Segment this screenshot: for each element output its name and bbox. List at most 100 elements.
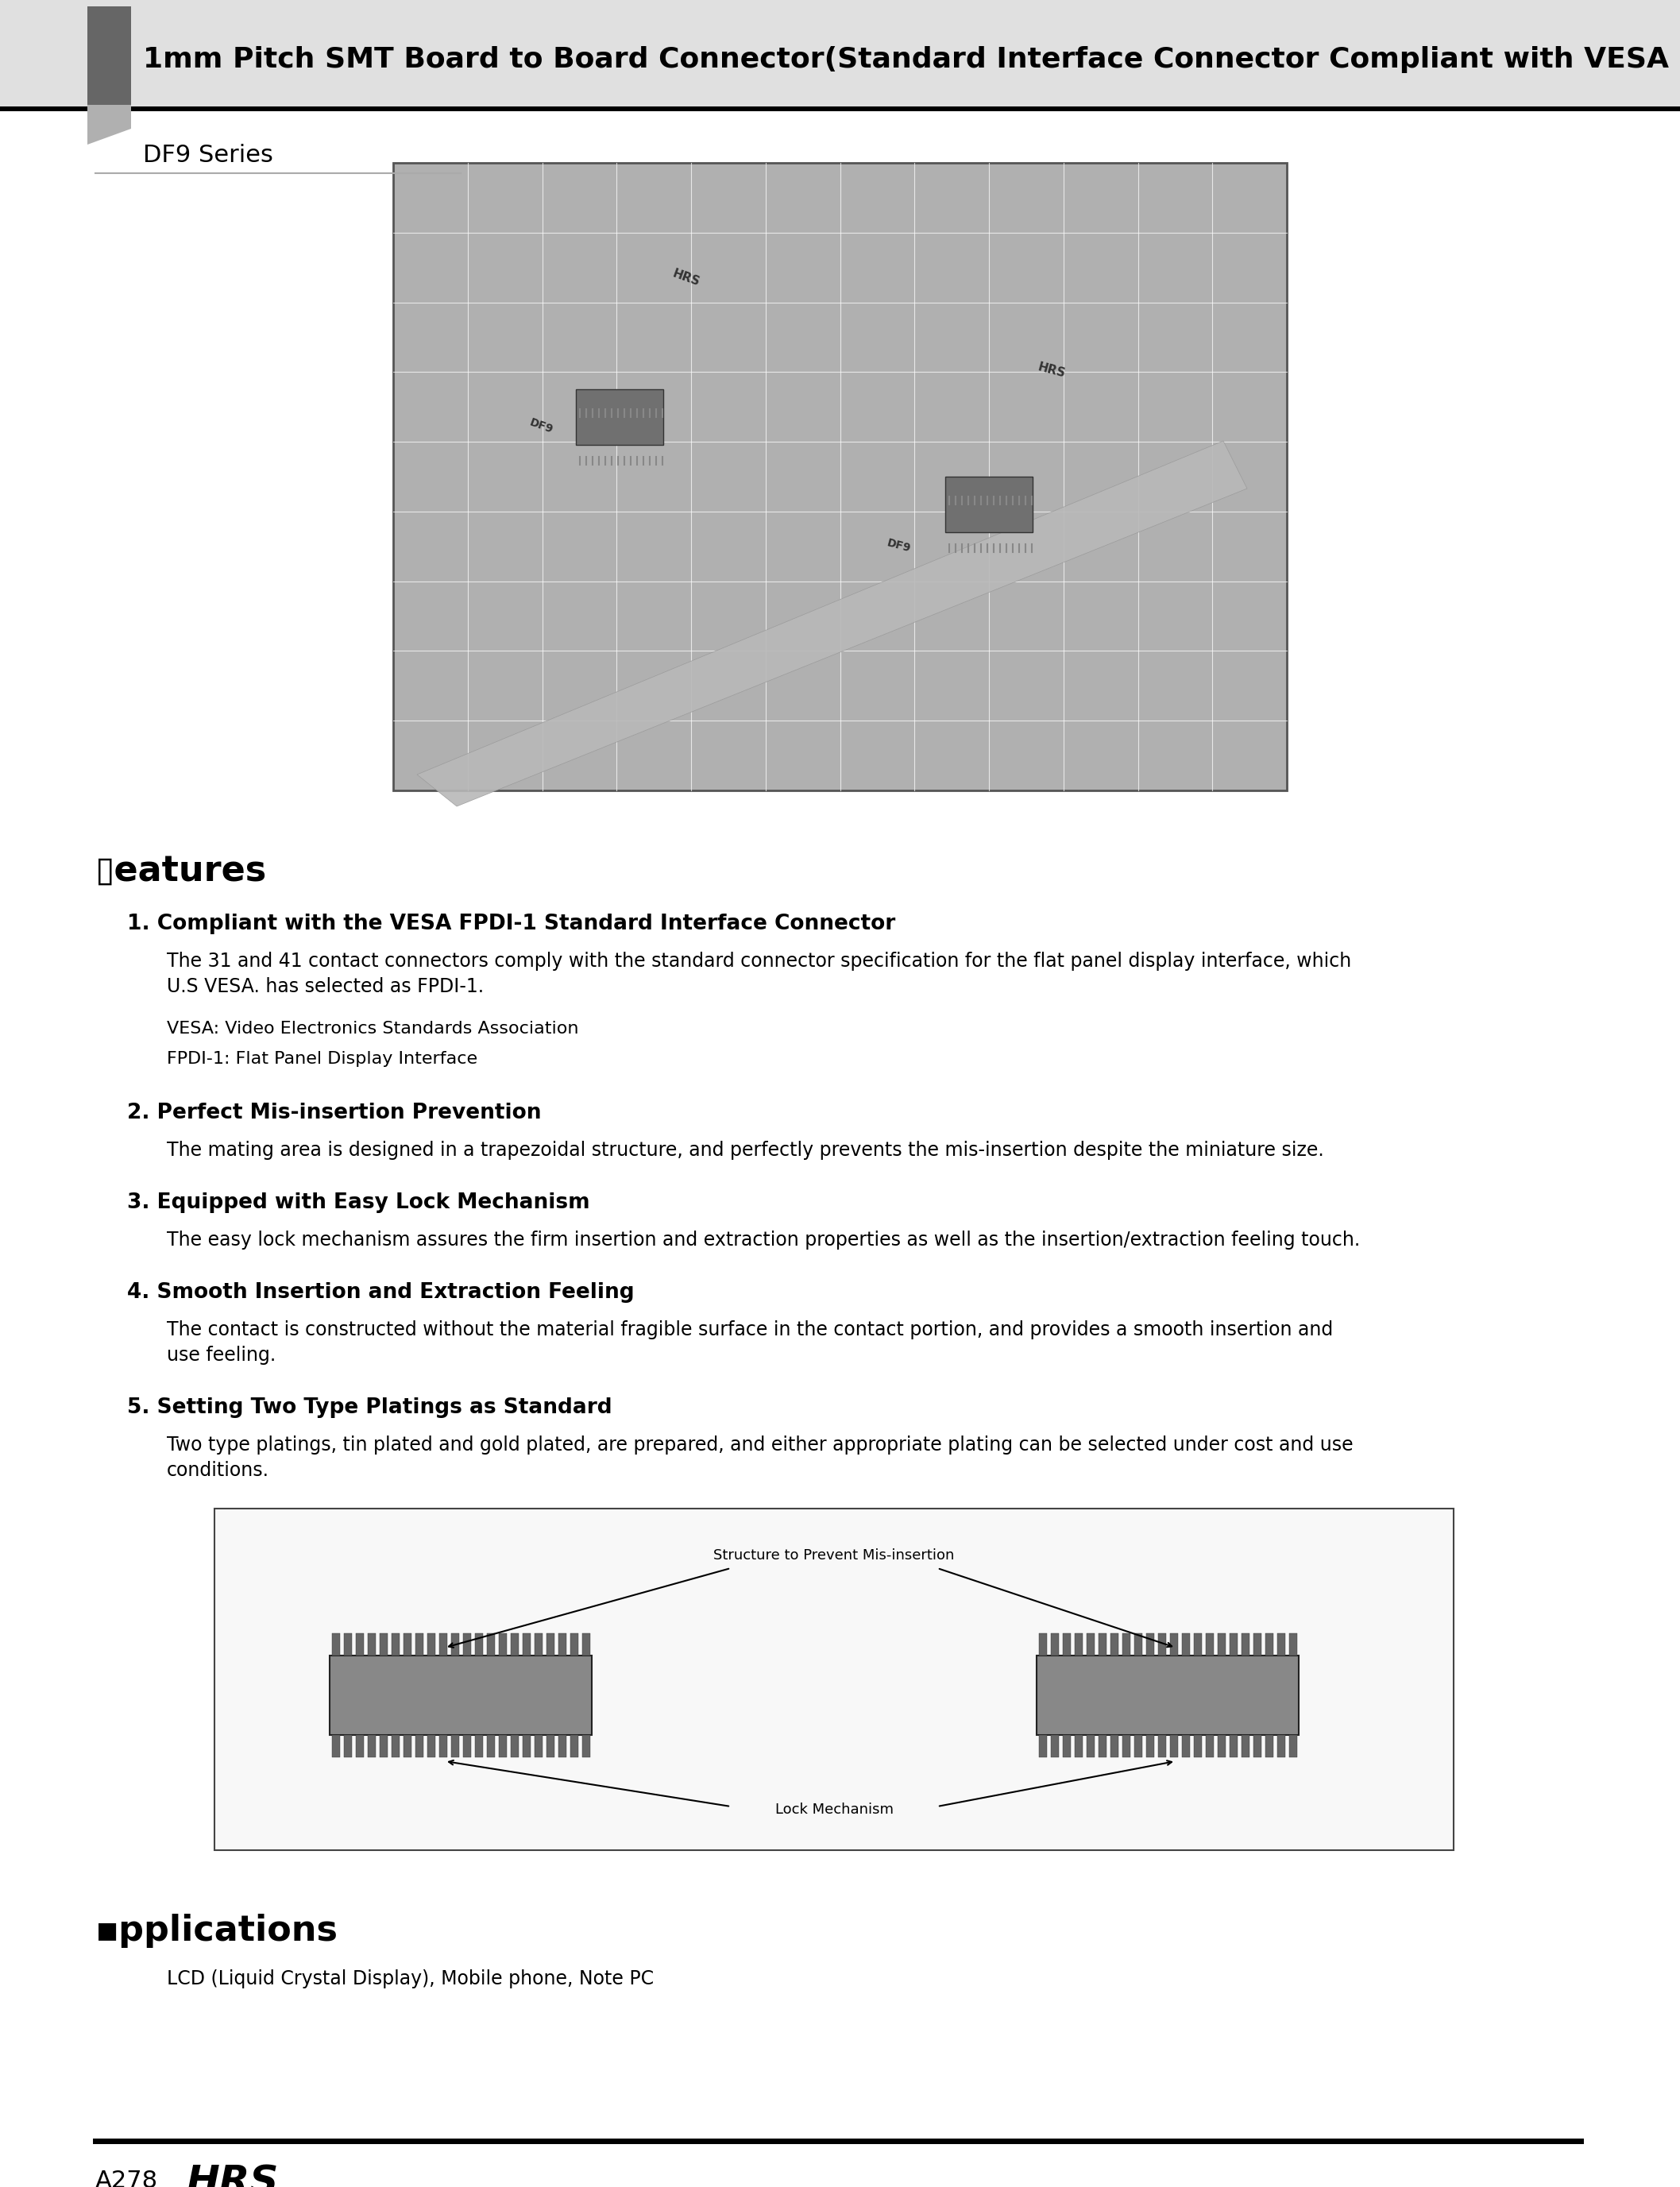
Bar [946, 477, 1033, 531]
Text: The easy lock mechanism assures the firm insertion and extraction properties as : The easy lock mechanism assures the firm… [166, 1231, 1361, 1249]
Bar [356, 1634, 365, 1656]
Bar [1063, 1634, 1070, 1656]
Bar [1038, 1734, 1047, 1756]
Bar [452, 1734, 459, 1756]
Bar [1099, 1634, 1107, 1656]
Text: Structure to Prevent Mis-insertion: Structure to Prevent Mis-insertion [714, 1548, 954, 1562]
Polygon shape [87, 105, 131, 144]
Bar [333, 1734, 339, 1756]
Bar [403, 1734, 412, 1756]
Bar [380, 1634, 388, 1656]
Text: The 31 and 41 contact connectors comply with the standard connector specificatio: The 31 and 41 contact connectors comply … [166, 951, 1351, 971]
Bar [475, 1634, 482, 1656]
Bar [1122, 1634, 1131, 1656]
Bar [570, 1734, 578, 1756]
Text: HRS: HRS [186, 2163, 279, 2187]
Text: HRS: HRS [1037, 361, 1067, 381]
Bar [215, 1509, 1453, 1850]
Bar [1052, 1734, 1058, 1756]
Text: HRS: HRS [672, 267, 702, 289]
Text: 5. Setting Two Type Platings as Standard: 5. Setting Two Type Platings as Standard [128, 1397, 612, 1417]
Bar [583, 1634, 590, 1656]
Bar [1052, 1634, 1058, 1656]
Bar [1277, 1734, 1285, 1756]
Text: DF9 Series: DF9 Series [143, 144, 274, 166]
Bar [1289, 1634, 1297, 1656]
Bar [487, 1634, 496, 1656]
Bar [558, 1634, 566, 1656]
Bar [368, 1634, 376, 1656]
Bar [570, 1634, 578, 1656]
Bar [415, 1734, 423, 1756]
Text: VESA: Video Electronics Standards Association: VESA: Video Electronics Standards Associ… [166, 1021, 578, 1037]
Bar [1087, 1634, 1095, 1656]
Bar [1253, 1634, 1262, 1656]
Bar [1134, 1634, 1142, 1656]
Bar [1063, 1734, 1070, 1756]
Text: ▪pplications: ▪pplications [96, 1914, 338, 1949]
Text: U.S VESA. has selected as FPDI-1.: U.S VESA. has selected as FPDI-1. [166, 978, 484, 997]
Bar [1218, 1734, 1226, 1756]
Bar [546, 1634, 554, 1656]
Bar [1242, 1734, 1250, 1756]
Text: DF9: DF9 [885, 538, 912, 555]
Bar [1146, 1634, 1154, 1656]
Bar [356, 1734, 365, 1756]
Bar [1146, 1734, 1154, 1756]
Bar [438, 1634, 447, 1656]
Bar [1242, 1634, 1250, 1656]
Bar [0, 107, 1680, 112]
Bar [1075, 1734, 1082, 1756]
Bar [393, 162, 1287, 790]
Bar [333, 1634, 339, 1656]
Bar [344, 1734, 351, 1756]
Bar [1194, 1734, 1201, 1756]
Bar [1265, 1634, 1273, 1656]
Bar [1169, 1734, 1178, 1756]
Bar [1158, 1634, 1166, 1656]
Bar [1037, 1656, 1299, 1734]
Bar [344, 1634, 351, 1656]
Bar [1169, 1634, 1178, 1656]
Bar [487, 1734, 496, 1756]
Text: 4. Smooth Insertion and Extraction Feeling: 4. Smooth Insertion and Extraction Feeli… [128, 1282, 635, 1303]
Text: 1. Compliant with the VESA FPDI-1 Standard Interface Connector: 1. Compliant with the VESA FPDI-1 Standa… [128, 914, 895, 934]
Bar [438, 1734, 447, 1756]
Bar [1277, 1634, 1285, 1656]
Bar [522, 1734, 531, 1756]
Bar [391, 1734, 400, 1756]
Text: Two type platings, tin plated and gold plated, are prepared, and either appropri: Two type platings, tin plated and gold p… [166, 1435, 1352, 1454]
Bar [511, 1634, 519, 1656]
Bar [1194, 1634, 1201, 1656]
Bar [403, 1634, 412, 1656]
Text: LCD (Liquid Crystal Display), Mobile phone, Note PC: LCD (Liquid Crystal Display), Mobile pho… [166, 1968, 654, 1988]
Bar [464, 1734, 470, 1756]
Bar [1087, 1734, 1095, 1756]
Bar [1110, 1634, 1119, 1656]
Bar [522, 1634, 531, 1656]
Bar [1265, 1734, 1273, 1756]
Bar [1099, 1734, 1107, 1756]
Bar [427, 1634, 435, 1656]
Bar [576, 389, 664, 444]
Bar [87, 7, 131, 105]
Bar [1075, 1634, 1082, 1656]
Bar [534, 1734, 543, 1756]
Bar [1158, 1734, 1166, 1756]
Text: 2. Perfect Mis-insertion Prevention: 2. Perfect Mis-insertion Prevention [128, 1102, 541, 1124]
Bar [1038, 1634, 1047, 1656]
Bar [499, 1734, 507, 1756]
Bar [1122, 1734, 1131, 1756]
Bar [1253, 1734, 1262, 1756]
Text: FPDI-1: Flat Panel Display Interface: FPDI-1: Flat Panel Display Interface [166, 1052, 477, 1067]
Text: 3. Equipped with Easy Lock Mechanism: 3. Equipped with Easy Lock Mechanism [128, 1192, 590, 1214]
Bar [1183, 1634, 1189, 1656]
Bar [1289, 1734, 1297, 1756]
Text: ▯eatures: ▯eatures [96, 853, 267, 888]
Text: use feeling.: use feeling. [166, 1345, 276, 1365]
Text: conditions.: conditions. [166, 1461, 269, 1481]
Bar [475, 1734, 482, 1756]
Bar [534, 1634, 543, 1656]
Bar [391, 1634, 400, 1656]
Bar [1218, 1634, 1226, 1656]
